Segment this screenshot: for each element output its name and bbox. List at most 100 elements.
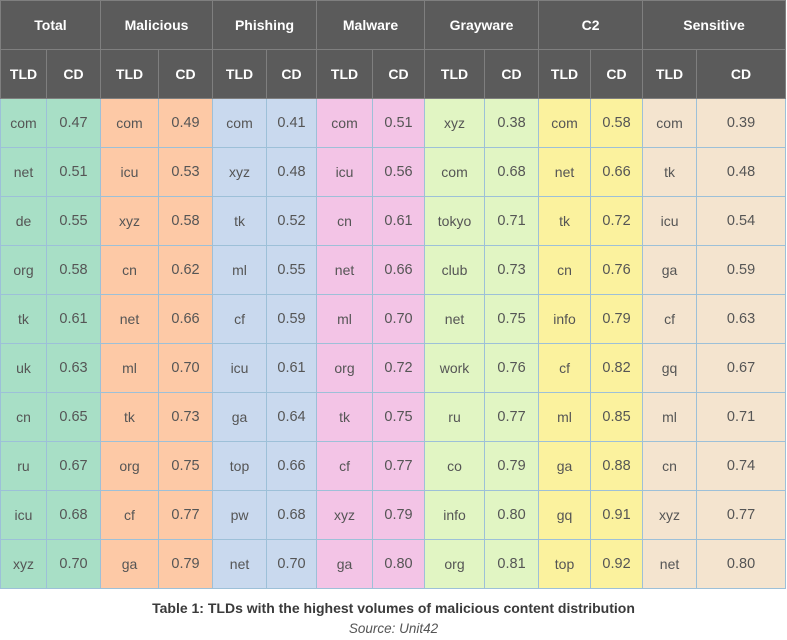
tld-cell: cn [642,441,698,491]
table-row: tk 0.61 net 0.66 cf 0.59 ml 0.70 net 0.75 info 0.79… [0,294,787,344]
cd-cell: 0.79 [372,490,426,540]
cd-cell: 0.64 [266,392,318,442]
group-header-grayware: Grayware [424,0,540,50]
cd-cell: 0.72 [590,196,644,246]
tld-cell: uk [0,343,47,393]
tld-cell: xyz [424,98,486,148]
tld-cell: xyz [100,196,159,246]
cd-cell: 0.88 [590,441,644,491]
group-header-sensitive: Sensitive [642,0,787,50]
cd-cell: 0.54 [696,196,787,246]
tld-cell: net [538,147,592,197]
cd-cell: 0.77 [372,441,426,491]
cd-cell: 0.51 [46,147,101,197]
cd-cell: 0.63 [46,343,101,393]
cd-cell: 0.61 [266,343,318,393]
tld-cell: ga [538,441,592,491]
cd-cell: 0.68 [266,490,318,540]
cd-cell: 0.79 [590,294,644,344]
cd-cell: 0.66 [372,245,426,295]
cd-cell: 0.70 [266,539,318,589]
cd-cell: 0.53 [157,147,214,197]
tld-cell: cn [100,245,159,295]
cd-cell: 0.75 [157,441,214,491]
cd-column-header: CD [372,49,426,99]
tld-cell: co [424,441,486,491]
cd-cell: 0.85 [590,392,644,442]
cd-cell: 0.48 [266,147,318,197]
cd-cell: 0.61 [372,196,426,246]
tld-cell: tk [100,392,159,442]
tld-cell: org [424,539,486,589]
cd-cell: 0.66 [266,441,318,491]
cd-cell: 0.91 [590,490,644,540]
cd-cell: 0.70 [372,294,426,344]
cd-cell: 0.58 [157,196,214,246]
tld-cell: com [538,98,592,148]
cd-cell: 0.55 [46,196,101,246]
table-row: xyz 0.70 ga 0.79 net 0.70 ga 0.80 org 0.81 top 0.92… [0,539,787,589]
cd-cell: 0.73 [157,392,214,442]
cd-cell: 0.68 [46,490,101,540]
tld-cell: net [212,539,268,589]
cd-cell: 0.67 [696,343,787,393]
cd-cell: 0.49 [157,98,214,148]
cd-cell: 0.67 [46,441,101,491]
tld-column-header: TLD [100,49,159,99]
tld-column-header: TLD [424,49,486,99]
tld-cell: tk [538,196,592,246]
tld-cell: org [100,441,159,491]
tld-cell: ga [100,539,159,589]
tld-cell: com [424,147,486,197]
tld-cell: icu [0,490,47,540]
tld-cell: cn [0,392,47,442]
tld-cell: net [316,245,374,295]
cd-cell: 0.48 [696,147,787,197]
cd-cell: 0.68 [484,147,540,197]
cd-cell: 0.58 [46,245,101,295]
tld-cell: tk [0,294,47,344]
cd-cell: 0.62 [157,245,214,295]
cd-cell: 0.51 [372,98,426,148]
tld-cell: ga [212,392,268,442]
group-header-malicious: Malicious [99,0,214,50]
cd-cell: 0.63 [696,294,787,344]
group-header-total: Total [0,0,101,50]
tld-cell: net [0,147,47,197]
tld-cell: gq [642,343,698,393]
tld-cell: xyz [212,147,268,197]
tld-cell: de [0,196,47,246]
cd-cell: 0.75 [484,294,540,344]
cd-column-header: CD [266,49,318,99]
tld-cell: com [316,98,374,148]
tld-column-header: TLD [0,49,47,99]
tld-cell: icu [100,147,159,197]
cd-cell: 0.80 [696,539,787,589]
tld-column-header: TLD [212,49,268,99]
cd-cell: 0.58 [590,98,644,148]
cd-cell: 0.73 [484,245,540,295]
cd-column-header: CD [484,49,540,99]
cd-cell: 0.76 [590,245,644,295]
table-caption: Table 1: TLDs with the highest volumes o… [152,600,635,616]
cd-cell: 0.71 [696,392,787,442]
cd-column-header: CD [590,49,644,99]
cd-cell: 0.79 [157,539,214,589]
tld-cell: ml [212,245,268,295]
tld-cell: com [642,98,698,148]
table-row: com 0.47 com 0.49 com 0.41 com 0.51 xyz 0.38 com 0.… [0,98,787,148]
cd-cell: 0.66 [157,294,214,344]
tld-cell: club [424,245,486,295]
cd-cell: 0.70 [157,343,214,393]
cd-cell: 0.77 [696,490,787,540]
table-body: com 0.47 com 0.49 com 0.41 com 0.51 xyz 0.38 com 0.… [0,98,787,589]
group-header-c2: C2 [538,0,644,50]
cd-cell: 0.52 [266,196,318,246]
group-header-malware: Malware [316,0,426,50]
tld-cell: ru [0,441,47,491]
tld-column-header: TLD [642,49,698,99]
tld-cell: cf [100,490,159,540]
cd-cell: 0.66 [590,147,644,197]
tld-cell: xyz [316,490,374,540]
tld-cell: cn [316,196,374,246]
